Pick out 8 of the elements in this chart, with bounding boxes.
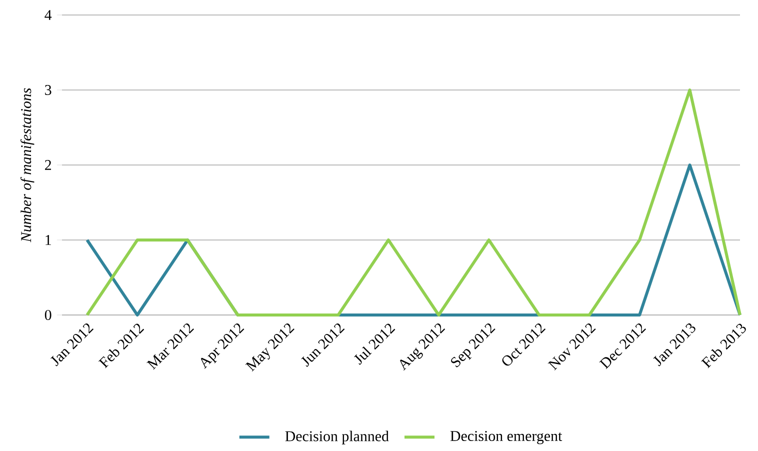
- legend-label: Decision emergent: [450, 431, 562, 444]
- y-tick-label: 4: [44, 10, 52, 20]
- y-axis-title: Number of manifestations: [20, 88, 34, 242]
- y-tick-label: 2: [45, 160, 51, 170]
- legend-label: Decision planned: [285, 430, 389, 444]
- y-tick-label: 0: [44, 310, 52, 320]
- y-tick-label: 1: [46, 235, 51, 245]
- y-tick-label: 3: [45, 84, 52, 95]
